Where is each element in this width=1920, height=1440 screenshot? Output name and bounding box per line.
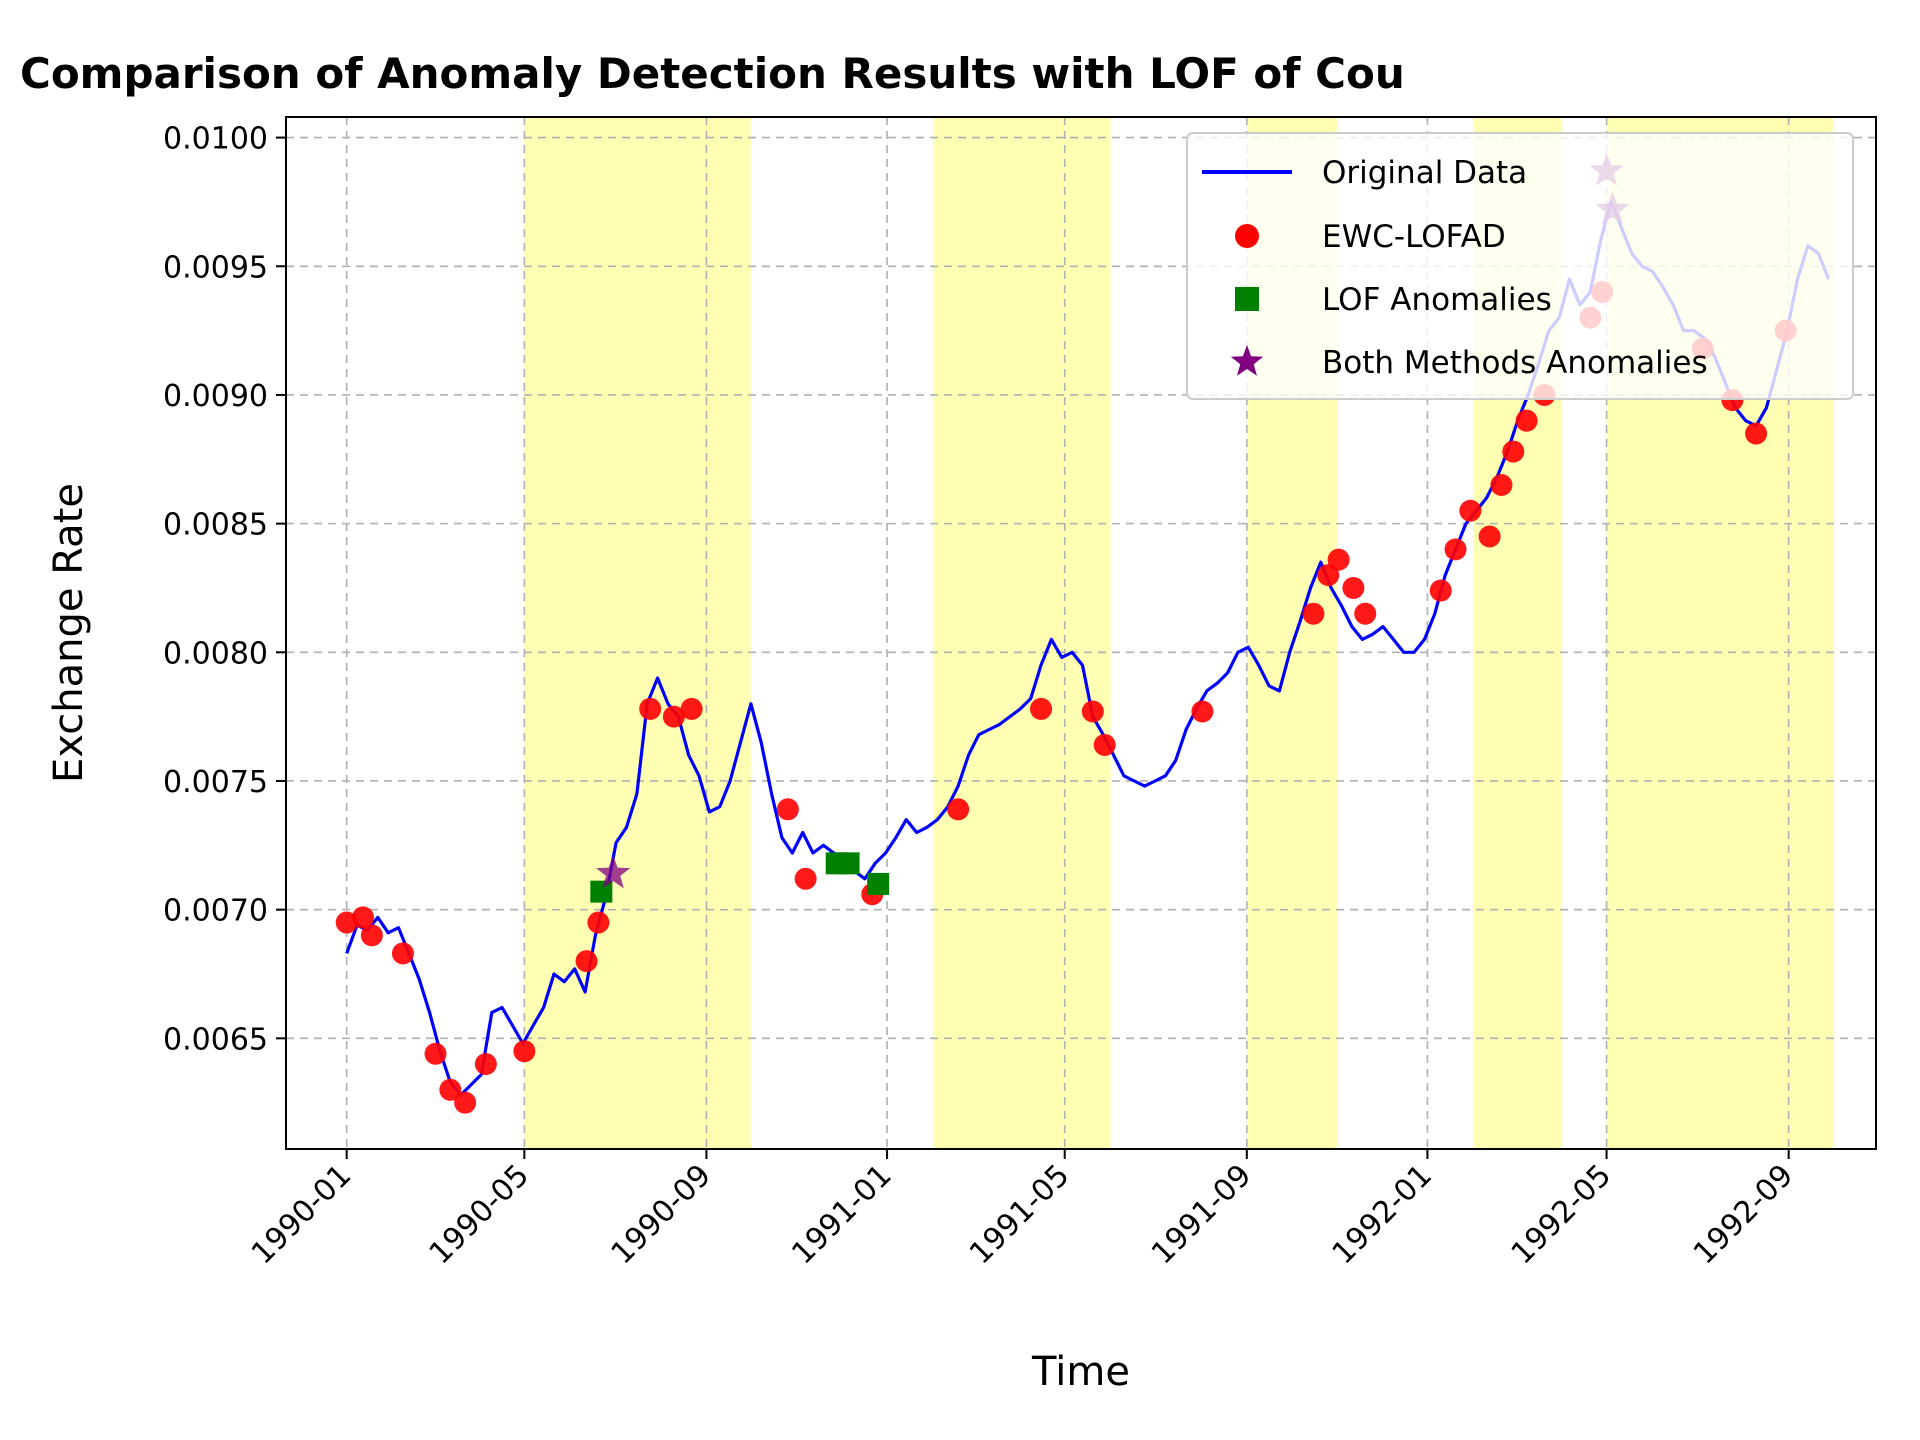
- x-tick-label: 1992-05: [1505, 1158, 1618, 1271]
- legend-square-swatch: [1235, 287, 1259, 311]
- ewc-lofad-point: [1745, 422, 1768, 445]
- y-tick-label: 0.0075: [163, 765, 268, 800]
- x-tick-label: 1991-09: [1145, 1158, 1258, 1271]
- ewc-lofad-point: [474, 1053, 497, 1076]
- ewc-lofad-point: [947, 798, 970, 821]
- ewc-lofad-point: [587, 911, 610, 934]
- chart-title: Comparison of Anomaly Detection Results …: [20, 49, 1405, 98]
- ewc-lofad-point: [360, 924, 383, 947]
- ewc-lofad-point: [1502, 440, 1525, 463]
- ewc-lofad-point: [1093, 733, 1116, 756]
- lof-anomaly-point: [590, 880, 613, 903]
- ewc-lofad-point: [639, 697, 662, 720]
- x-tick-label: 1991-01: [785, 1158, 898, 1271]
- ewc-lofad-point: [680, 697, 703, 720]
- x-axis-label: Time: [1031, 1349, 1130, 1395]
- ewc-lofad-point: [794, 867, 817, 890]
- ewc-lofad-point: [439, 1078, 462, 1101]
- legend-circle-swatch: [1235, 224, 1259, 248]
- x-tick-label: 1992-09: [1687, 1158, 1800, 1271]
- ewc-lofad-point: [776, 798, 799, 821]
- y-tick-label: 0.0095: [163, 250, 268, 285]
- x-tick-label: 1990-09: [605, 1158, 718, 1271]
- lof-anomaly-point: [837, 852, 860, 875]
- y-tick-label: 0.0090: [163, 379, 268, 414]
- ewc-lofad-point: [1302, 602, 1325, 625]
- ewc-lofad-point: [351, 906, 374, 929]
- x-tick-label: 1990-01: [245, 1158, 358, 1271]
- x-axis: 1990-01 1990-05 1990-09 1991-01 1991-05 1991-…: [245, 1149, 1800, 1271]
- ewc-lofad-point: [391, 942, 414, 965]
- ewc-lofad-point: [513, 1040, 536, 1063]
- legend-box: [1186, 132, 1854, 400]
- highlight-region: [524, 117, 751, 1149]
- ewc-lofad-point: [1515, 409, 1538, 432]
- x-tick-label: 1992-01: [1326, 1158, 1439, 1271]
- legend-star-swatch: [1230, 345, 1264, 376]
- x-tick-label: 1991-05: [963, 1158, 1076, 1271]
- legend-label-ewc: EWC-LOFAD: [1322, 219, 1506, 255]
- highlight-region: [932, 117, 1111, 1149]
- y-tick-label: 0.0085: [163, 508, 268, 543]
- ewc-lofad-point: [454, 1091, 477, 1114]
- ewc-lofad-point: [1327, 548, 1350, 571]
- both-methods-point: [596, 855, 631, 889]
- ewc-lofad-point: [1459, 499, 1482, 522]
- y-tick-label: 0.0080: [163, 636, 268, 671]
- ewc-lofad-point: [1429, 579, 1452, 602]
- y-tick-label: 0.0065: [163, 1022, 268, 1057]
- plot-frame: [285, 116, 1877, 1150]
- lof-anomalies-series: [590, 852, 890, 903]
- ewc-lofad-point: [1444, 538, 1467, 561]
- ewc-lofad-point: [1490, 474, 1513, 497]
- legend-label-lof: LOF Anomalies: [1322, 282, 1552, 318]
- ewc-lofad-point: [1030, 697, 1053, 720]
- lof-anomaly-point: [867, 872, 890, 895]
- y-tick-label: 0.0100: [163, 122, 268, 157]
- ewc-lofad-point: [575, 950, 598, 973]
- y-tick-label: 0.0070: [163, 894, 268, 929]
- legend: Original Data EWC-LOFAD LOF Anomalies Bo…: [1186, 132, 1854, 400]
- legend-label-both: Both Methods Anomalies: [1322, 345, 1708, 381]
- ewc-lofad-point: [1317, 564, 1340, 587]
- ewc-lofad-point: [1354, 602, 1377, 625]
- ewc-lofad-point: [1478, 525, 1501, 548]
- ewc-lofad-point: [662, 705, 685, 728]
- y-axis: 0.0065 0.0070 0.0075 0.0080 0.0085 0.0090 0.00…: [163, 122, 286, 1057]
- ewc-lofad-point: [424, 1042, 447, 1065]
- y-axis-label: Exchange Rate: [46, 483, 92, 783]
- x-tick-label: 1990-05: [423, 1158, 536, 1271]
- ewc-lofad-point: [1081, 700, 1104, 723]
- ewc-lofad-point: [1342, 576, 1365, 599]
- legend-label-original: Original Data: [1322, 155, 1527, 191]
- ewc-lofad-point: [1191, 700, 1214, 723]
